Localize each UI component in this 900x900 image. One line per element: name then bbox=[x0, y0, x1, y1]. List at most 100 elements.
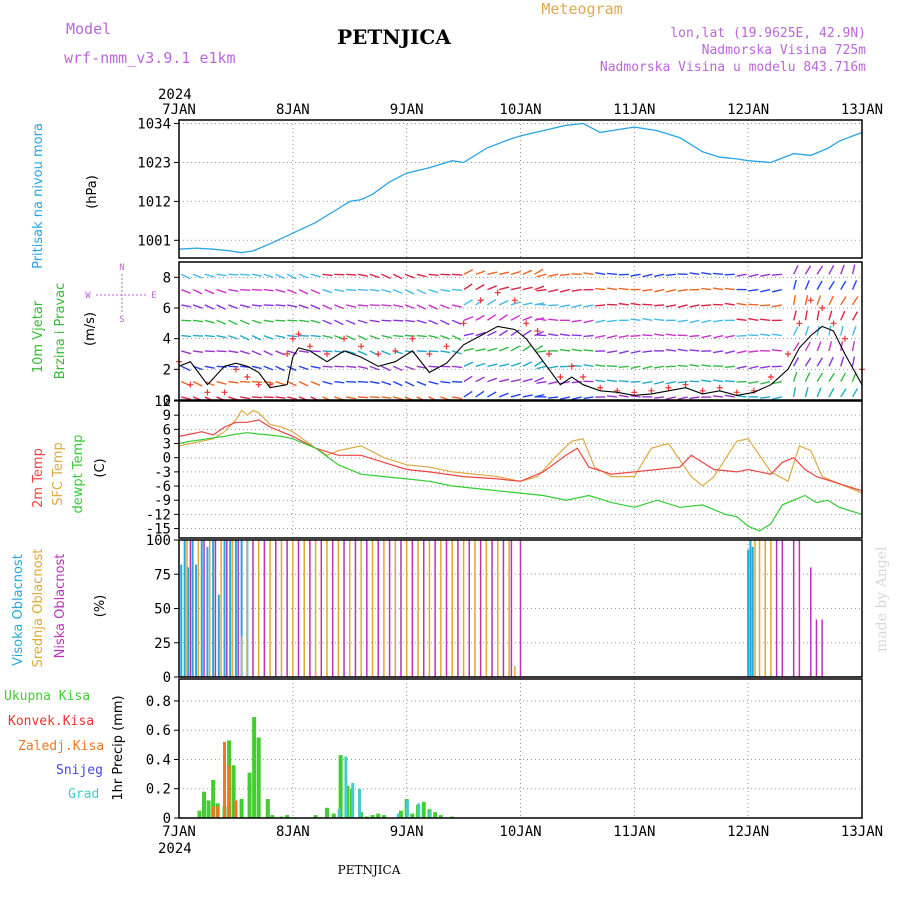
wind-arrow bbox=[771, 396, 783, 400]
wind-arrow bbox=[630, 395, 641, 398]
wind-arrow bbox=[583, 364, 594, 367]
wind-arrow bbox=[548, 273, 559, 278]
gust-marker bbox=[494, 289, 501, 296]
wind-arrow bbox=[642, 350, 653, 353]
wind-arrow bbox=[298, 273, 309, 279]
time-label-bottom: 9JAN bbox=[390, 824, 424, 840]
wind-arrow bbox=[665, 380, 677, 385]
wind-arrow bbox=[275, 304, 286, 307]
y-tick-label: 1012 bbox=[137, 194, 171, 210]
wind-arrow bbox=[310, 304, 321, 310]
wind-arrow bbox=[369, 288, 380, 292]
wind-arrow bbox=[816, 295, 822, 306]
wind-arrow bbox=[840, 388, 847, 398]
graupel-bar bbox=[351, 782, 355, 818]
graupel-bar bbox=[428, 810, 432, 818]
wind-arrow bbox=[498, 392, 509, 398]
cloud-ylabel-1: Visoka Oblacnost bbox=[11, 554, 26, 666]
wind-arrow bbox=[792, 386, 797, 398]
wind-arrow bbox=[286, 365, 297, 372]
legend-total-precip: Ukupna Kisa bbox=[4, 689, 90, 704]
wind-arrow bbox=[345, 350, 356, 355]
wind-arrow bbox=[463, 269, 474, 275]
time-label-top: 10JAN bbox=[499, 102, 541, 118]
wind-arrow bbox=[251, 273, 262, 277]
wind-arrow bbox=[263, 350, 274, 356]
total-precip-bar bbox=[265, 798, 270, 818]
wind-arrow bbox=[595, 272, 606, 275]
wind-arrow bbox=[322, 365, 333, 368]
wind-arrow bbox=[392, 273, 403, 280]
wind-arrow bbox=[548, 365, 559, 369]
total-precip-bar bbox=[247, 772, 252, 818]
wind-arrow bbox=[192, 380, 203, 387]
wind-arrow bbox=[522, 286, 533, 291]
gust-marker bbox=[221, 389, 228, 396]
panel-frame bbox=[178, 119, 863, 259]
wind-arrow bbox=[736, 380, 747, 383]
wind-arrow bbox=[630, 334, 641, 337]
wind-arrow bbox=[392, 365, 403, 372]
precip-legend: Ukupna Kisa Konvek.Kisa Zaledj.Kisa Snij… bbox=[4, 689, 104, 802]
wind-arrow bbox=[828, 356, 834, 367]
wind-arrow bbox=[595, 319, 606, 324]
wind-arrow bbox=[239, 334, 250, 341]
wind-arrow bbox=[828, 295, 835, 306]
wind-arrow bbox=[404, 273, 415, 279]
wind-arrow bbox=[559, 273, 570, 276]
wind-arrow bbox=[310, 380, 321, 386]
wind-arrow bbox=[310, 319, 321, 324]
gust-marker bbox=[255, 381, 262, 388]
graupel-bar bbox=[358, 788, 362, 818]
cloud-ylabel-3: Niska Oblacnost bbox=[53, 554, 68, 659]
total-precip-bar bbox=[231, 765, 236, 818]
y-tick-label: -15 bbox=[146, 522, 171, 538]
wind-arrow bbox=[840, 264, 845, 275]
wind-arrow bbox=[216, 380, 227, 385]
wind-arrow bbox=[736, 334, 747, 337]
wind-arrow bbox=[654, 333, 665, 337]
wind-arrow bbox=[689, 272, 700, 275]
gust-marker bbox=[295, 331, 302, 338]
wind-arrow bbox=[510, 314, 521, 321]
wind-arrow bbox=[522, 302, 533, 306]
wind-arrow bbox=[595, 364, 606, 367]
wind-arrow bbox=[416, 334, 427, 338]
wind-arrow bbox=[828, 265, 835, 275]
wind-arrow bbox=[748, 365, 759, 370]
total-precip-bar bbox=[421, 801, 426, 818]
wind-arrow bbox=[440, 288, 451, 292]
wind-arrow bbox=[630, 350, 641, 354]
wind-arrow bbox=[840, 296, 847, 306]
wind-arrow bbox=[712, 379, 724, 383]
total-precip-bar bbox=[206, 800, 211, 818]
legend-conv-precip: Konvek.Kisa bbox=[8, 714, 94, 729]
wind-arrow bbox=[618, 334, 629, 339]
wind-arrow bbox=[595, 287, 606, 291]
wind-arrow bbox=[357, 334, 368, 341]
y-tick-label: 75 bbox=[154, 567, 171, 583]
wind-arrow bbox=[498, 329, 509, 337]
wind-arrow bbox=[487, 377, 498, 383]
wind-arrow bbox=[452, 273, 463, 276]
wind-arrow bbox=[595, 304, 606, 307]
wind-arrow bbox=[689, 349, 700, 352]
wind-arrow bbox=[724, 365, 735, 369]
gust-marker bbox=[392, 347, 399, 354]
wind-arrow bbox=[536, 317, 547, 321]
wind-arrow bbox=[665, 348, 676, 352]
wind-arrow bbox=[642, 273, 653, 278]
wind-arrow bbox=[771, 288, 783, 293]
panel-frame bbox=[178, 539, 863, 678]
wind-arrow bbox=[536, 303, 547, 306]
y-tick-label: 2 bbox=[163, 362, 171, 378]
time-label-bottom: 7JAN bbox=[162, 824, 196, 840]
gust-marker bbox=[819, 305, 826, 311]
wind-arrow bbox=[804, 357, 812, 367]
wind-arrow bbox=[381, 304, 392, 307]
wind-arrow bbox=[536, 288, 547, 292]
gust-marker bbox=[289, 335, 296, 342]
lonlat-label: lon,lat (19.9625E, 42.9N) bbox=[670, 26, 866, 41]
wind-arrow bbox=[216, 319, 227, 325]
gust-marker bbox=[545, 351, 552, 357]
